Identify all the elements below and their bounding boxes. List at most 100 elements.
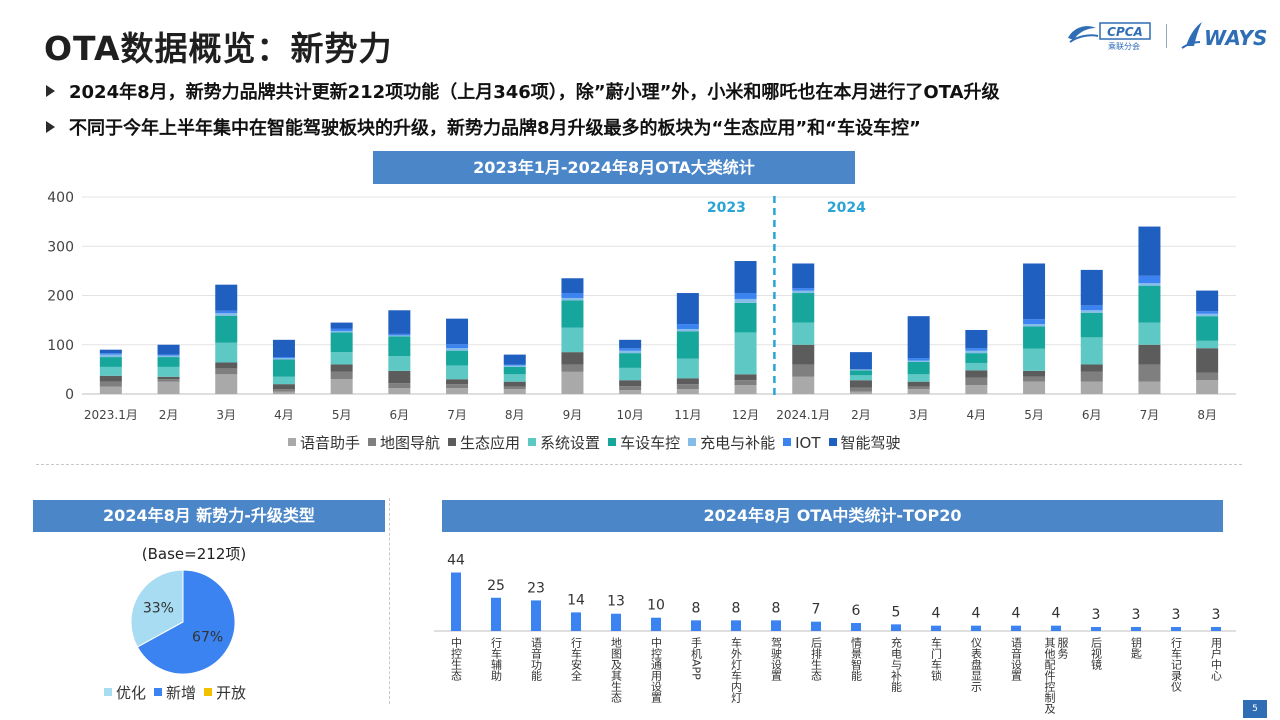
y-tick-label: 0	[65, 387, 74, 403]
bar-segment-7	[330, 322, 353, 329]
bar-segment-3	[676, 358, 699, 379]
top20-category-label: 行车辅助	[490, 637, 503, 682]
x-tick-label: 3月	[909, 408, 929, 422]
bar-segment-5	[446, 348, 469, 351]
bar-segment-5	[561, 297, 584, 301]
x-tick-label: 9月	[563, 408, 583, 422]
bar-segment-0	[1196, 380, 1219, 394]
bar-segment-0	[1080, 381, 1103, 394]
bar-segment-0	[849, 391, 872, 394]
top20-category-label: 车外灯车内灯	[730, 636, 743, 703]
bar-segment-2	[619, 380, 642, 387]
main-stacked-bar-chart: 0 100 200 300 400 2023.1月 2月 3月 4月 5月 6月 7月 8月 9月 10月 1…	[47, 190, 1236, 422]
bar-segment-4	[792, 293, 815, 323]
legend-label: 生态应用	[460, 434, 521, 452]
y-tick-label: 300	[47, 239, 74, 255]
ways-logo: WAYS	[1181, 22, 1267, 50]
bar-segment-1	[272, 389, 295, 392]
bar-segment-0	[561, 371, 584, 394]
bar-segment-1	[330, 371, 353, 380]
bar-segment-7	[561, 278, 584, 294]
bar-segment-1	[446, 384, 469, 389]
top20-value-label: 4	[972, 606, 981, 622]
top20-bar	[811, 621, 821, 631]
top20-bar	[451, 572, 461, 631]
bar-segment-7	[157, 344, 180, 355]
x-tick-label: 6月	[390, 408, 410, 422]
top20-value-label: 44	[447, 552, 465, 568]
bar-segment-7	[446, 318, 469, 345]
top20-bar	[1171, 627, 1181, 631]
bar-segment-5	[1080, 310, 1103, 313]
bar-segment-3	[157, 366, 180, 377]
top20-value-label: 13	[607, 594, 625, 610]
bar-segment-0	[734, 385, 757, 394]
bar-segment-4	[157, 357, 180, 367]
bar-segment-4	[330, 332, 353, 353]
bar-segment-2	[272, 384, 295, 390]
bar-segment-6	[99, 353, 122, 355]
top20-bar	[611, 613, 621, 631]
bar-segment-0	[157, 381, 180, 394]
bar-segment-3	[907, 374, 930, 382]
x-tick-label: 2023.1月	[84, 408, 138, 422]
bar-segment-2	[907, 381, 930, 387]
bar-segment-5	[1196, 313, 1219, 317]
bar-segment-1	[619, 386, 642, 391]
bar-segment-5	[907, 360, 930, 362]
top20-value-label: 14	[567, 592, 585, 608]
bar-segment-3	[503, 374, 526, 382]
bar-segment-5	[330, 330, 353, 333]
legend-item: 生态应用	[448, 432, 520, 453]
top20-value-label: 4	[1012, 606, 1021, 622]
x-tick-label: 6月	[1082, 408, 1102, 422]
top20-category-label: 中控通用设置	[650, 637, 663, 703]
top20-bar-chart: 44中控生态25行车辅助23语音功能14行车安全13地图及其生态10中控通用设置…	[434, 552, 1236, 714]
y-tick-label: 100	[47, 338, 74, 354]
bar-segment-7	[676, 293, 699, 325]
bar-segment-7	[619, 339, 642, 349]
bar-segment-1	[388, 383, 411, 389]
upgrade-type-pie-chart: 33% 67%	[130, 569, 236, 675]
bar-segment-4	[907, 361, 930, 375]
x-tick-label: 5月	[332, 408, 352, 422]
bar-segment-2	[965, 370, 988, 378]
x-tick-label: 4月	[274, 408, 294, 422]
bar-segment-5	[734, 298, 757, 303]
bar-segment-2	[1023, 370, 1046, 377]
legend-swatch	[288, 437, 296, 446]
top20-bar	[491, 597, 501, 631]
legend-label: 充电与补能	[700, 434, 776, 452]
bar-segment-0	[792, 376, 815, 394]
bullet-1-text: 2024年8月，新势力品牌共计更新212项功能（上月346项），除”蔚小理”外，…	[69, 82, 1000, 103]
bar-segment-5	[272, 358, 295, 360]
bar-segment-0	[215, 374, 238, 394]
top20-category-label: 地图及其生态	[610, 637, 623, 703]
bar-segment-1	[792, 364, 815, 377]
bullet-marker-icon	[46, 121, 55, 133]
bar-segment-2	[1196, 348, 1219, 373]
bar-segment-1	[1080, 371, 1103, 382]
top20-bar	[651, 617, 661, 631]
top20-category-label: 后排生态	[810, 637, 823, 681]
bar-segment-0	[907, 389, 930, 394]
bar-segment-5	[849, 369, 872, 371]
top20-bar	[971, 625, 981, 631]
legend-item: 地图导航	[368, 432, 440, 453]
bar-segment-0	[1023, 381, 1046, 394]
legend-swatch	[204, 687, 213, 696]
top20-bar	[1131, 627, 1141, 631]
top20-bar	[1091, 627, 1101, 631]
legend-item: 车设车控	[608, 432, 680, 453]
bar-segment-7	[272, 339, 295, 358]
bar-segment-2	[215, 362, 238, 369]
bar-segment-5	[965, 350, 988, 354]
bar-segment-1	[1023, 376, 1046, 382]
bar-segment-7	[99, 349, 122, 354]
bar-segment-3	[619, 367, 642, 381]
bar-segment-4	[965, 353, 988, 363]
bar-segment-2	[157, 376, 180, 380]
bar-segment-2	[792, 344, 815, 365]
top20-category-label: 行车记录仪	[1170, 637, 1183, 692]
bar-segment-2	[849, 380, 872, 388]
